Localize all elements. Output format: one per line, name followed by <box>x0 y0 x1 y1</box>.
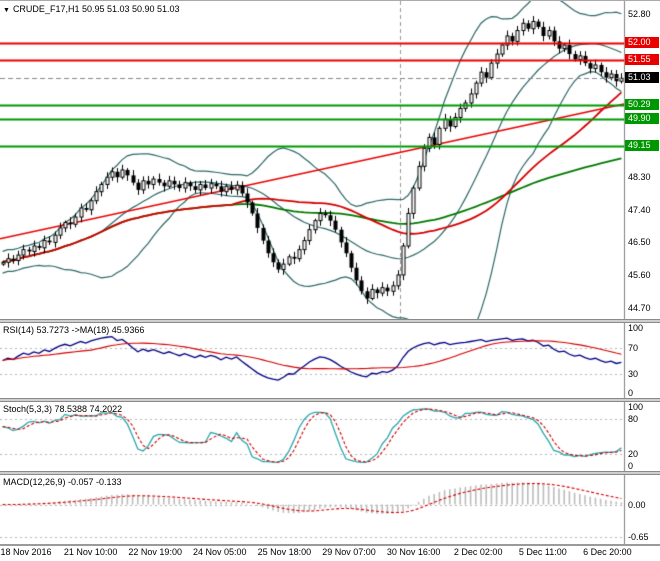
time-axis-separator <box>0 544 660 546</box>
stoch-tick-label: 100 <box>628 402 644 412</box>
macd-indicator-label: MACD(12,26,9) -0.057 -0.133 <box>3 477 122 487</box>
price-tick-label: 45.60 <box>628 269 651 280</box>
rsi-tick-label: 0 <box>628 388 634 398</box>
rsi-panel-canvas[interactable] <box>0 323 660 398</box>
current-price-label: 51.03 <box>625 72 659 84</box>
panel-separator[interactable] <box>0 471 660 475</box>
panel-separator[interactable] <box>0 398 660 402</box>
hline-price-label[interactable]: 52.00 <box>625 37 659 49</box>
hline-price-label[interactable]: 51.55 <box>625 53 659 65</box>
rsi-indicator-label: RSI(14) 53.7273 ->MA(18) 45.9366 <box>3 325 145 335</box>
panel-separator[interactable] <box>0 319 660 323</box>
hline-price-label[interactable]: 50.29 <box>625 99 659 111</box>
time-tick-label: 2 Dec 02:00 <box>453 547 503 557</box>
price-tick-label: 44.70 <box>628 302 651 313</box>
macd-tick-label: 0.00 <box>628 499 646 510</box>
time-tick-label: 29 Nov 07:00 <box>322 547 376 557</box>
symbol-ohlc-text: CRUDE_F17,H1 50.95 51.03 50.90 51.03 <box>12 4 180 14</box>
time-tick-label: 25 Nov 18:00 <box>257 547 312 557</box>
chart-dropdown-icon[interactable]: ▼ <box>3 7 10 14</box>
rsi-tick-label: 70 <box>628 342 639 353</box>
price-tick-label: 48.30 <box>628 172 651 183</box>
price-chart-canvas[interactable] <box>0 1 660 319</box>
hline-price-label[interactable]: 49.15 <box>625 140 659 152</box>
macd-panel-canvas[interactable] <box>0 475 660 544</box>
time-tick-label: 22 Nov 19:00 <box>128 547 182 557</box>
rsi-tick-label: 30 <box>628 368 639 379</box>
stoch-tick-label: 80 <box>628 413 639 424</box>
time-tick-label: 6 Dec 20:00 <box>583 547 632 557</box>
time-tick-label: 30 Nov 16:00 <box>386 547 441 557</box>
hline-price-label[interactable]: 49.90 <box>625 113 659 125</box>
stoch-panel-canvas[interactable] <box>0 402 660 471</box>
chart-title: ▼ CRUDE_F17,H1 50.95 51.03 50.90 51.03 <box>3 4 180 14</box>
price-tick-label: 46.50 <box>628 237 651 248</box>
time-tick-label: 21 Nov 10:00 <box>63 547 118 557</box>
macd-tick-label: -0.65 <box>628 531 649 542</box>
stoch-tick-label: 0 <box>628 461 634 471</box>
stoch-indicator-label: Stoch(5,3,3) 78.5388 74.2022 <box>3 404 123 414</box>
stoch-tick-label: 20 <box>628 449 639 460</box>
price-tick-label: 52.80 <box>628 9 651 20</box>
price-tick-label: 47.40 <box>628 204 651 215</box>
time-tick-label: 5 Dec 11:00 <box>518 547 567 557</box>
time-tick-label: 18 Nov 2016 <box>0 547 52 557</box>
time-tick-label: 24 Nov 05:00 <box>193 547 247 557</box>
rsi-tick-label: 100 <box>628 323 644 333</box>
